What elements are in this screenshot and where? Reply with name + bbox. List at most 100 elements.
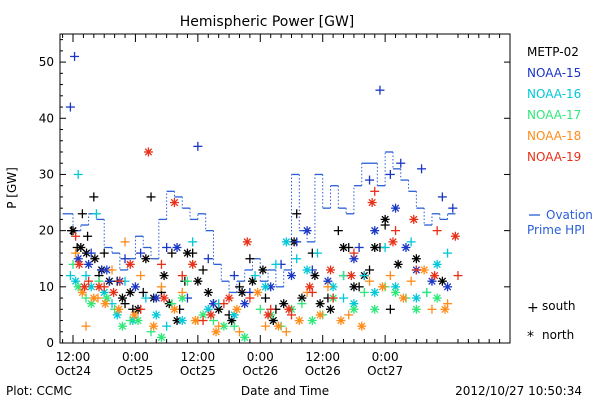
marker-stroke — [100, 288, 108, 297]
x-tick-time: 0:00 — [372, 350, 399, 364]
south-point — [120, 254, 130, 264]
legend: METP-02 NOAA-15 NOAA-16 NOAA-17 NOAA-18 NOAA-… — [527, 45, 593, 237]
north-point — [125, 259, 135, 269]
south-point — [136, 248, 146, 258]
south-point — [70, 51, 80, 61]
south-point — [333, 226, 343, 236]
north-point — [281, 237, 291, 247]
marker-stroke — [212, 328, 220, 336]
south-point — [81, 271, 91, 281]
y-axis-ticks: 0 10 20 30 40 50 — [39, 39, 510, 350]
marker-stroke — [316, 311, 324, 319]
marker-stroke — [240, 333, 249, 342]
south-point — [77, 209, 87, 219]
north-point — [206, 310, 216, 320]
marker-stroke — [103, 266, 111, 274]
marker-stroke — [298, 294, 306, 302]
north-point — [94, 282, 104, 292]
marker-stroke — [412, 255, 421, 263]
north-point — [240, 332, 250, 342]
north-point — [357, 321, 367, 331]
y-tick-label: 20 — [39, 224, 54, 238]
ovation-legend-label: Prime HPI — [527, 223, 585, 237]
x-tick-time: 12:00 — [305, 350, 340, 364]
x-tick-date: Oct24 — [55, 364, 91, 378]
south-point — [365, 175, 375, 185]
south-point — [375, 85, 385, 95]
marker-stroke — [118, 294, 127, 302]
marker-stroke — [204, 288, 212, 297]
south-point — [156, 259, 166, 269]
marker-stroke — [130, 311, 139, 319]
x-tick-date: Oct26 — [242, 364, 278, 378]
x-axis-ticks: 12:00Oct240:00Oct2512:00Oct250:00Oct2612… — [55, 34, 501, 378]
marker-stroke — [324, 277, 332, 285]
north-point — [125, 287, 135, 297]
north-point — [302, 226, 312, 236]
marker-stroke — [350, 299, 358, 308]
north-point — [253, 287, 263, 297]
south-point — [349, 248, 359, 258]
marker-stroke — [173, 243, 181, 252]
south-point — [453, 271, 463, 281]
north-point — [430, 271, 440, 281]
y-tick-label: 30 — [39, 167, 54, 181]
x-tick-date: Oct27 — [367, 364, 403, 378]
north-point — [391, 287, 401, 297]
north-point — [370, 287, 380, 297]
north-point — [326, 304, 336, 314]
north-point — [129, 310, 139, 320]
marker-stroke — [77, 243, 85, 252]
north-point — [409, 214, 419, 224]
marker-stroke — [430, 271, 439, 280]
marker-stroke — [412, 294, 421, 302]
north-point — [169, 304, 179, 314]
marker-stroke — [391, 204, 400, 212]
north-point — [411, 293, 421, 303]
marker-stroke — [178, 316, 186, 325]
marker-legend-label: south — [542, 299, 576, 313]
south-point — [177, 271, 187, 281]
north-point — [440, 304, 450, 314]
north-point — [130, 282, 140, 292]
south-point — [406, 276, 416, 286]
marker-stroke — [126, 260, 134, 269]
south-point — [91, 209, 101, 219]
marker-stroke — [109, 288, 118, 297]
south-point — [427, 304, 437, 314]
north-point — [133, 316, 143, 326]
marker-stroke — [233, 305, 241, 313]
north-point — [149, 321, 159, 331]
marker-stroke — [371, 226, 379, 235]
south-point — [385, 304, 395, 314]
marker-stroke — [118, 322, 127, 330]
south-point — [198, 316, 208, 326]
north-point — [349, 282, 359, 292]
south-point — [250, 271, 260, 281]
south-point — [370, 186, 380, 196]
marker-stroke — [279, 299, 288, 308]
marker-stroke — [287, 271, 296, 280]
marker-stroke — [391, 288, 400, 297]
north-point — [398, 293, 408, 303]
marker-stroke — [326, 266, 335, 274]
y-tick-label: 0 — [46, 336, 54, 350]
south-point — [271, 259, 281, 269]
marker-stroke — [420, 266, 428, 274]
north-point — [339, 242, 349, 252]
north-point — [198, 310, 208, 320]
south-point — [81, 321, 91, 331]
south-point — [359, 271, 369, 281]
chart-title: Hemispheric Power [GW] — [180, 14, 355, 30]
south-point — [365, 265, 375, 275]
south-point — [292, 209, 302, 219]
south-point — [71, 248, 81, 258]
north-point — [151, 310, 161, 320]
marker-stroke — [337, 316, 345, 325]
legend-entry: NOAA-15 — [527, 66, 581, 80]
north-point — [188, 259, 198, 269]
south-point — [422, 287, 432, 297]
south-point — [107, 265, 117, 275]
north-point — [109, 287, 119, 297]
south-point — [385, 271, 395, 281]
